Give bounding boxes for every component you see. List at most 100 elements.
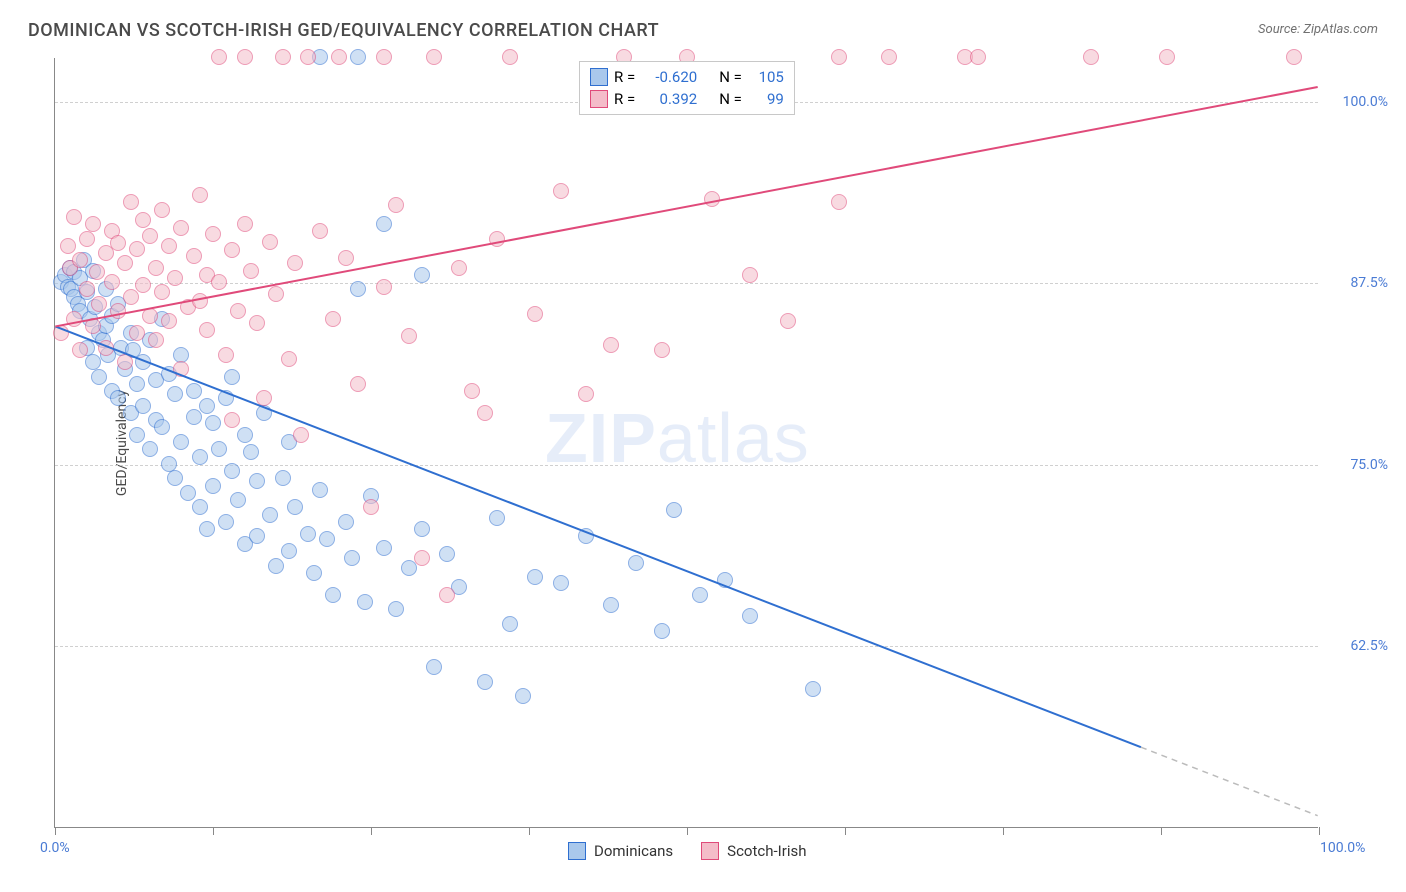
legend-row-dominicans: R = -0.620 N = 105 bbox=[590, 66, 784, 88]
data-point bbox=[275, 470, 291, 486]
gridline bbox=[55, 283, 1318, 284]
data-point bbox=[129, 325, 145, 341]
swatch-dominicans bbox=[590, 68, 608, 86]
data-point bbox=[603, 337, 619, 353]
data-point bbox=[218, 390, 234, 406]
data-point bbox=[167, 270, 183, 286]
data-point bbox=[268, 286, 284, 302]
data-point bbox=[357, 594, 373, 610]
data-point bbox=[199, 322, 215, 338]
x-tick bbox=[1319, 827, 1320, 835]
data-point bbox=[142, 228, 158, 244]
data-point bbox=[628, 555, 644, 571]
data-point bbox=[85, 216, 101, 232]
data-point bbox=[142, 441, 158, 457]
data-point bbox=[167, 470, 183, 486]
correlation-legend: R = -0.620 N = 105 R = 0.392 N = 99 bbox=[579, 61, 795, 115]
x-start-label: 0.0% bbox=[40, 840, 70, 856]
data-point bbox=[970, 49, 986, 65]
data-point bbox=[79, 281, 95, 297]
data-point bbox=[192, 499, 208, 515]
data-point bbox=[85, 318, 101, 334]
data-point bbox=[123, 194, 139, 210]
data-point bbox=[780, 313, 796, 329]
data-point bbox=[281, 351, 297, 367]
data-point bbox=[148, 260, 164, 276]
r-label: R = bbox=[614, 90, 635, 108]
data-point bbox=[173, 361, 189, 377]
data-point bbox=[98, 340, 114, 356]
data-point bbox=[344, 550, 360, 566]
data-point bbox=[161, 238, 177, 254]
data-point bbox=[464, 383, 480, 399]
data-point bbox=[489, 231, 505, 247]
data-point bbox=[237, 49, 253, 65]
data-point bbox=[230, 492, 246, 508]
data-point bbox=[363, 499, 379, 515]
data-point bbox=[110, 390, 126, 406]
data-point bbox=[186, 383, 202, 399]
data-point bbox=[553, 575, 569, 591]
data-point bbox=[53, 325, 69, 341]
data-point bbox=[192, 293, 208, 309]
data-point bbox=[553, 183, 569, 199]
data-point bbox=[205, 226, 221, 242]
data-point bbox=[224, 412, 240, 428]
data-point bbox=[66, 311, 82, 327]
data-point bbox=[72, 342, 88, 358]
data-point bbox=[123, 289, 139, 305]
data-point bbox=[376, 540, 392, 556]
n-label: N = bbox=[719, 68, 742, 86]
data-point bbox=[287, 255, 303, 271]
data-point bbox=[502, 616, 518, 632]
data-point bbox=[275, 49, 291, 65]
data-point bbox=[205, 415, 221, 431]
data-point bbox=[104, 274, 120, 290]
chart-title: DOMINICAN VS SCOTCH-IRISH GED/EQUIVALENC… bbox=[28, 20, 659, 41]
data-point bbox=[287, 499, 303, 515]
data-point bbox=[654, 342, 670, 358]
legend-item-scotch-irish: Scotch-Irish bbox=[701, 842, 806, 860]
data-point bbox=[199, 521, 215, 537]
x-tick bbox=[529, 827, 530, 835]
data-point bbox=[350, 281, 366, 297]
data-point bbox=[161, 313, 177, 329]
data-point bbox=[186, 409, 202, 425]
r-value-scotch-irish: 0.392 bbox=[641, 90, 697, 108]
data-point bbox=[256, 390, 272, 406]
data-point bbox=[603, 597, 619, 613]
data-point bbox=[306, 565, 322, 581]
data-point bbox=[414, 521, 430, 537]
data-point bbox=[805, 681, 821, 697]
data-point bbox=[1286, 49, 1302, 65]
data-point bbox=[148, 332, 164, 348]
data-point bbox=[110, 235, 126, 251]
data-point bbox=[154, 284, 170, 300]
swatch-scotch-irish bbox=[701, 842, 719, 860]
r-value-dominicans: -0.620 bbox=[641, 68, 697, 86]
data-point bbox=[401, 328, 417, 344]
data-point bbox=[129, 241, 145, 257]
data-point bbox=[704, 191, 720, 207]
n-value-dominicans: 105 bbox=[748, 68, 784, 86]
data-point bbox=[237, 427, 253, 443]
data-point bbox=[192, 187, 208, 203]
data-point bbox=[249, 315, 265, 331]
data-point bbox=[426, 659, 442, 675]
data-point bbox=[489, 510, 505, 526]
legend-label-dominicans: Dominicans bbox=[594, 842, 673, 860]
data-point bbox=[831, 49, 847, 65]
data-point bbox=[300, 49, 316, 65]
data-point bbox=[742, 267, 758, 283]
data-point bbox=[243, 444, 259, 460]
swatch-scotch-irish bbox=[590, 90, 608, 108]
data-point bbox=[325, 311, 341, 327]
x-tick bbox=[213, 827, 214, 835]
data-point bbox=[60, 238, 76, 254]
data-point bbox=[129, 376, 145, 392]
data-point bbox=[338, 250, 354, 266]
data-point bbox=[249, 473, 265, 489]
data-point bbox=[256, 405, 272, 421]
data-point bbox=[262, 234, 278, 250]
plot-area: GED/Equivalency ZIPatlas 62.5%75.0%87.5%… bbox=[54, 58, 1318, 828]
